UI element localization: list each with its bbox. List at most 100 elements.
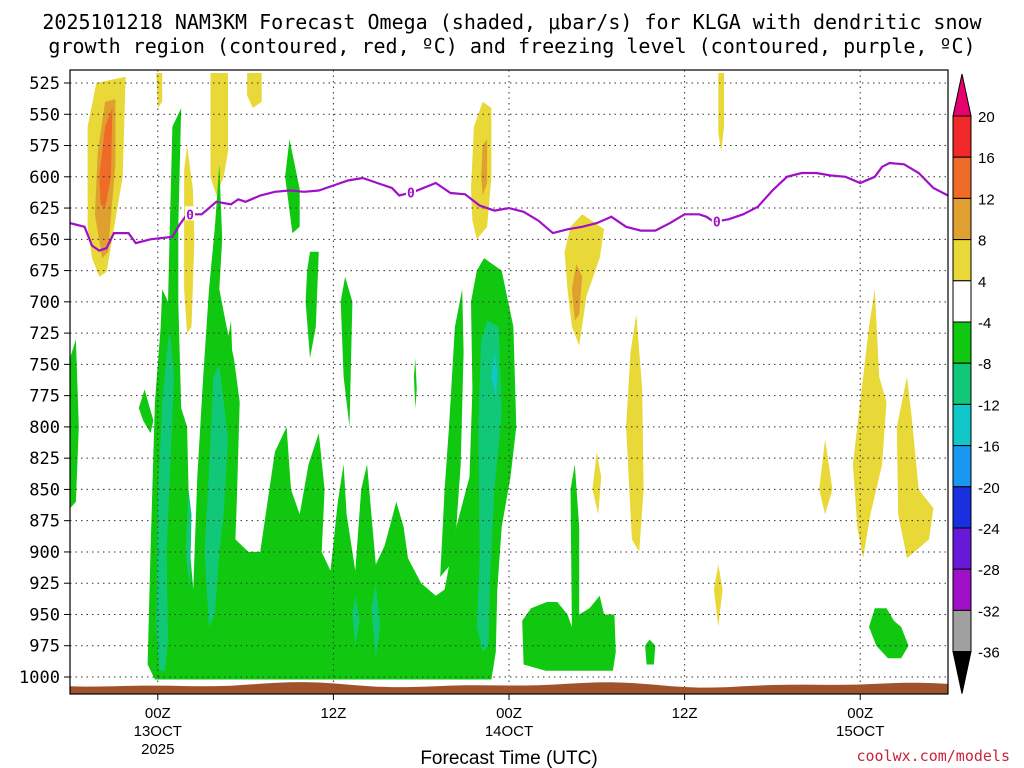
colorbar-label-7: -12 — [978, 397, 1000, 414]
colorbar-label-1: 16 — [978, 150, 995, 167]
y-tick-label-825: 825 — [29, 449, 60, 469]
omega-region-25 — [340, 276, 353, 427]
colorbar-swatch-8 — [952, 403, 972, 447]
colorbar-swatch-10 — [952, 486, 972, 529]
x-tick-date-54: 15OCT — [836, 723, 884, 740]
colorbar-label-4: 4 — [978, 274, 986, 291]
colorbar-swatch-9 — [952, 445, 972, 488]
x-axis-label: Forecast Time (UTC) — [420, 748, 597, 768]
x-tick-year-6: 2025 — [141, 741, 174, 758]
site-credit: coolwx.com/models — [856, 747, 1010, 765]
colorbar-swatch-7 — [952, 362, 972, 405]
omega-region-23 — [285, 139, 300, 234]
omega-region-26 — [228, 320, 233, 365]
freezing-level-label-3: 0 — [713, 215, 721, 230]
x-tick-label-42: 12Z — [672, 705, 698, 722]
omega-region-5 — [184, 145, 195, 334]
y-tick-label-925: 925 — [29, 574, 60, 594]
y-tick-label-625: 625 — [29, 199, 60, 219]
x-tick-date-6: 13OCT — [134, 723, 182, 740]
freezing-label-bg-1 — [184, 206, 195, 221]
y-tick-label-600: 600 — [29, 168, 60, 188]
y-tick-label-900: 900 — [29, 543, 60, 563]
omega-region-9 — [481, 139, 488, 196]
omega-region-12 — [626, 314, 644, 552]
colorbar-bottom-arrow — [952, 651, 972, 694]
x-tick-label-54: 00Z — [847, 705, 873, 722]
y-tick-label-850: 850 — [29, 480, 60, 500]
colorbar-swatch-6 — [952, 321, 972, 364]
omega-region-22 — [190, 164, 517, 680]
omega-region-34 — [185, 489, 192, 590]
colorbar-label-13: -36 — [978, 645, 1000, 662]
freezing-label-bg-2 — [405, 184, 416, 199]
y-tick-label-650: 650 — [29, 230, 60, 250]
colorbar-label-12: -32 — [978, 603, 1000, 620]
omega-region-35 — [352, 595, 360, 646]
omega-region-37 — [476, 320, 502, 652]
omega-region-29 — [522, 464, 616, 671]
omega-region-27 — [413, 358, 417, 409]
x-tick-label-30: 00Z — [496, 705, 522, 722]
colorbar-label-2: 12 — [978, 191, 995, 208]
y-tick-label-700: 700 — [29, 293, 60, 313]
omega-region-13 — [592, 451, 602, 515]
colorbar-swatch-5 — [952, 280, 972, 323]
y-tick-label-550: 550 — [29, 105, 60, 125]
omega-region-28 — [440, 289, 464, 577]
omega-region-17 — [852, 289, 887, 559]
y-tick-label-675: 675 — [29, 262, 60, 282]
y-tick-label-875: 875 — [29, 512, 60, 532]
y-tick-label-725: 725 — [29, 324, 60, 344]
y-tick-label-775: 775 — [29, 387, 60, 407]
omega-region-7 — [247, 73, 262, 108]
x-tick-label-6: 00Z — [145, 705, 171, 722]
y-tick-label-750: 750 — [29, 355, 60, 375]
omega-region-3 — [99, 108, 113, 209]
chart-title-line-2: growth region (contoured, red, ºC) and f… — [48, 34, 976, 58]
y-tick-label-800: 800 — [29, 418, 60, 438]
colorbar-label-8: -16 — [978, 439, 1000, 456]
x-tick-date-30: 14OCT — [485, 723, 533, 740]
omega-region-8 — [471, 101, 492, 240]
omega-region-18 — [896, 376, 934, 559]
omega-region-19 — [138, 389, 154, 434]
colorbar-label-11: -28 — [978, 562, 1000, 579]
colorbar-swatch-12 — [952, 568, 972, 611]
omega-region-20 — [70, 339, 79, 509]
omega-region-6 — [210, 73, 228, 196]
colorbar-swatch-11 — [952, 527, 972, 570]
y-tick-label-575: 575 — [29, 137, 60, 157]
colorbar-label-0: 20 — [978, 109, 995, 126]
colorbar-label-9: -20 — [978, 480, 1000, 497]
colorbar-label-5: -4 — [978, 315, 991, 332]
colorbar-swatch-3 — [952, 197, 972, 241]
omega-region-38 — [491, 351, 498, 396]
omega-region-11 — [571, 264, 583, 321]
chart-title-line-1: 2025101218 NAM3KM Forecast Omega (shaded… — [42, 10, 982, 34]
omega-region-15 — [713, 564, 723, 627]
omega-region-14 — [718, 73, 725, 152]
x-tick-label-18: 12Z — [320, 705, 346, 722]
y-tick-label-975: 975 — [29, 637, 60, 657]
colorbar-swatch-13 — [952, 609, 972, 653]
omega-region-33 — [204, 364, 228, 627]
colorbar-label-10: -24 — [978, 521, 1000, 538]
colorbar-swatch-1 — [952, 115, 972, 158]
freezing-label-bg-3 — [711, 213, 722, 228]
omega-region-24 — [305, 251, 319, 359]
y-tick-label-525: 525 — [29, 74, 60, 94]
colorbar-swatch-4 — [952, 239, 972, 282]
omega-region-16 — [819, 439, 833, 515]
omega-region-32 — [156, 326, 174, 671]
colorbar-swatch-2 — [952, 156, 972, 199]
freezing-level-label-2: 0 — [407, 187, 415, 202]
colorbar-label-3: 8 — [978, 233, 986, 250]
ground-surface — [70, 682, 948, 694]
omega-region-36 — [371, 583, 381, 659]
freezing-level-label-1: 0 — [186, 208, 194, 223]
y-tick-label-1000: 1000 — [19, 668, 60, 688]
colorbar-label-6: -8 — [978, 356, 991, 373]
y-tick-label-950: 950 — [29, 605, 60, 625]
